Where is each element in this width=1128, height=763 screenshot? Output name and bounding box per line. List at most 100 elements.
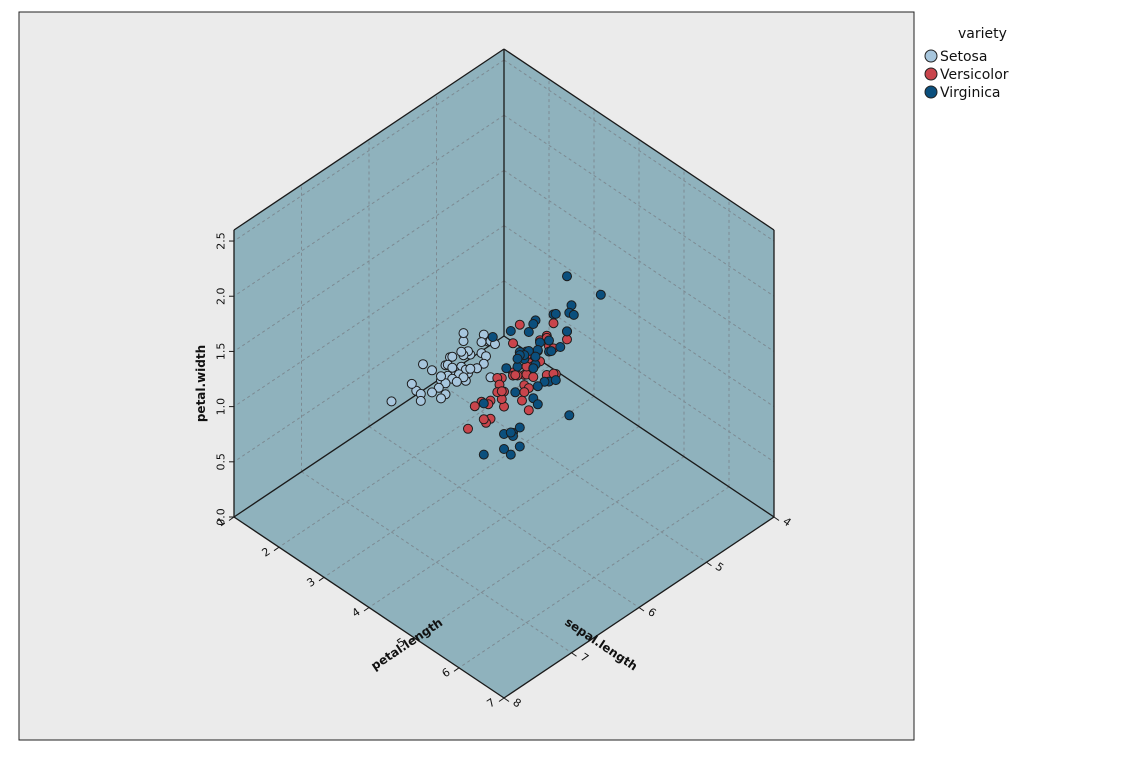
point-virginica-0	[568, 309, 579, 320]
tick-x-3	[571, 652, 577, 657]
point-versicolor-6	[510, 370, 521, 381]
legend-swatch-versicolor	[924, 67, 938, 81]
point-setosa-16	[418, 359, 428, 370]
point-setosa-46	[451, 376, 462, 387]
tick-x-2	[638, 607, 645, 612]
point-versicolor-9	[548, 318, 559, 329]
point-versicolor-23	[523, 405, 534, 416]
point-virginica-24	[528, 363, 539, 374]
tick-label-z-5: 2.5	[215, 232, 228, 250]
grid-wall-zy-2	[503, 225, 775, 408]
grid-wall-zy-5	[503, 59, 775, 242]
point-versicolor-22	[519, 387, 530, 398]
point-setosa-20	[436, 393, 446, 404]
point-setosa-18	[415, 395, 426, 406]
point-virginica-6	[595, 289, 606, 300]
point-setosa-19	[447, 362, 458, 373]
grid-wall-zx-3	[233, 170, 505, 352]
legend: variety Setosa Versicolor Virginica	[924, 26, 1009, 101]
grid-wall-zx-5	[233, 59, 505, 242]
legend-item-versicolor: Versicolor	[924, 67, 1009, 83]
point-setosa-48	[433, 382, 444, 393]
point-virginica-39	[501, 363, 512, 374]
point-virginica-14	[562, 271, 572, 282]
point-versicolor-2	[478, 414, 489, 425]
point-versicolor-17	[517, 395, 527, 406]
tick-label-z-4: 2.0	[215, 287, 228, 305]
point-versicolor-27	[496, 386, 507, 397]
point-versicolor-0	[463, 423, 473, 434]
point-virginica-45	[505, 326, 516, 336]
point-versicolor-45	[528, 372, 539, 382]
tick-x-4	[503, 697, 510, 702]
point-virginica-7	[514, 441, 525, 452]
tick-label-z-2: 1.0	[215, 398, 228, 416]
point-setosa-21	[447, 351, 458, 362]
point-setosa-14	[386, 396, 397, 407]
legend-item-virginica: Virginica	[924, 85, 1000, 101]
left-wall-face	[234, 49, 504, 517]
tick-y-6	[498, 697, 505, 702]
point-virginica-36	[550, 308, 561, 319]
z-axis-title: petal.width	[194, 345, 208, 422]
grid-wall-zy-3	[503, 170, 775, 352]
grid-floor-x-3	[301, 471, 572, 654]
point-virginica-8	[532, 399, 543, 410]
grid-wall-zx-4	[233, 114, 505, 297]
point-virginica-2	[510, 387, 521, 398]
point-virginica-35	[478, 398, 489, 409]
legend-swatch-setosa	[924, 49, 938, 63]
point-setosa-15	[406, 378, 417, 389]
point-virginica-40	[523, 327, 534, 337]
point-virginica-17	[505, 427, 516, 438]
point-setosa-5	[436, 371, 446, 382]
tick-y-0	[228, 516, 235, 521]
point-setosa-43	[458, 328, 469, 339]
grid-wall-zy-1	[503, 280, 775, 463]
legend-title: variety	[958, 26, 1007, 42]
point-virginica-29	[499, 444, 509, 454]
edge-top-left	[233, 48, 505, 231]
point-setosa-29	[478, 358, 489, 369]
right-wall-face	[504, 49, 774, 517]
legend-label-setosa: Setosa	[940, 49, 987, 65]
point-versicolor-14	[508, 338, 518, 349]
tick-y-1	[273, 546, 280, 552]
grid-floor-y-2	[323, 395, 595, 578]
point-virginica-9	[512, 353, 523, 364]
tick-label-z-3: 1.5	[215, 343, 228, 361]
data-points	[386, 271, 606, 460]
edge-origin-y	[503, 335, 775, 518]
point-versicolor-48	[514, 319, 525, 330]
grid-floor-x-1	[436, 380, 707, 563]
legend-label-virginica: Virginica	[940, 85, 1000, 101]
edge-top-right	[503, 48, 775, 231]
point-virginica-42	[562, 326, 572, 337]
legend-item-setosa: Setosa	[924, 49, 987, 65]
point-virginica-22	[505, 449, 516, 460]
tick-x-1	[706, 561, 712, 567]
grid-wall-zx-2	[233, 225, 505, 408]
grid-wall-zx-1	[233, 280, 505, 463]
grid-floor-y-3	[368, 426, 640, 608]
point-virginica-41	[487, 332, 498, 342]
tick-y-3	[363, 607, 370, 612]
point-virginica-16	[532, 381, 543, 392]
tick-y-2	[318, 576, 325, 582]
point-virginica-4	[546, 346, 557, 357]
grid-floor-y-5	[458, 486, 730, 669]
legend-label-versicolor: Versicolor	[940, 67, 1009, 83]
grid-wall-zy-4	[503, 114, 775, 297]
tick-x-0	[773, 516, 780, 521]
point-virginica-49	[555, 342, 566, 352]
point-setosa-23	[456, 346, 467, 357]
point-versicolor-15	[469, 401, 480, 412]
point-setosa-6	[476, 337, 487, 348]
point-virginica-43	[530, 351, 541, 362]
point-virginica-44	[528, 319, 539, 329]
point-virginica-3	[550, 375, 561, 386]
tick-label-z-1: 0.5	[215, 453, 228, 471]
point-virginica-32	[544, 335, 554, 346]
